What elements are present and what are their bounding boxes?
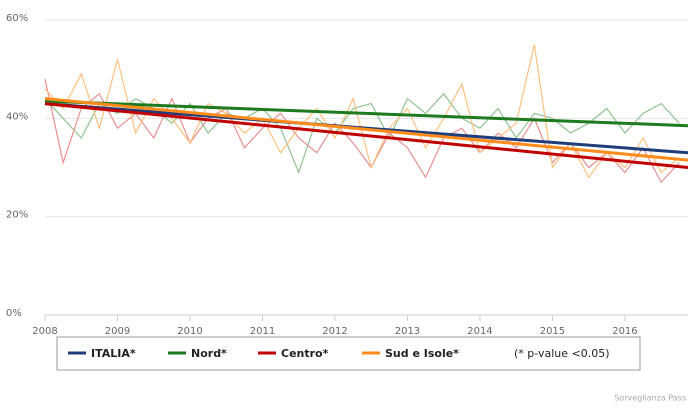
trend-line: [44, 102, 688, 169]
x-tick-label: 2008: [32, 326, 57, 337]
x-tick-label: 2016: [612, 326, 637, 337]
legend-box: [56, 336, 641, 371]
y-tick-label: 60%: [6, 13, 28, 24]
x-tick-label: 2014: [467, 326, 492, 337]
x-tick-label: 2009: [105, 326, 130, 337]
legend-label: Centro*: [281, 347, 329, 360]
x-tick-label: 2013: [395, 326, 420, 337]
x-tick-label: 2012: [322, 326, 347, 337]
legend-label: ITALIA*: [91, 347, 136, 360]
y-tick-label: 20%: [6, 210, 28, 221]
legend-note: (* p-value <0.05): [514, 347, 610, 360]
x-tick-label: 2010: [177, 326, 202, 337]
y-tick-label: 0%: [6, 308, 22, 319]
raw-line: [44, 92, 680, 175]
x-tick-label: 2011: [250, 326, 275, 337]
raw-line: [44, 78, 680, 184]
trend-line: [44, 97, 688, 162]
trend-line: [44, 99, 688, 128]
source: Sorveglianza Pass: [614, 394, 686, 403]
y-tick-label: 40%: [6, 111, 28, 122]
legend-label: Sud e Isole*: [385, 347, 459, 360]
x-tick-label: 2015: [540, 326, 565, 337]
legend-label: Nord*: [191, 347, 227, 360]
